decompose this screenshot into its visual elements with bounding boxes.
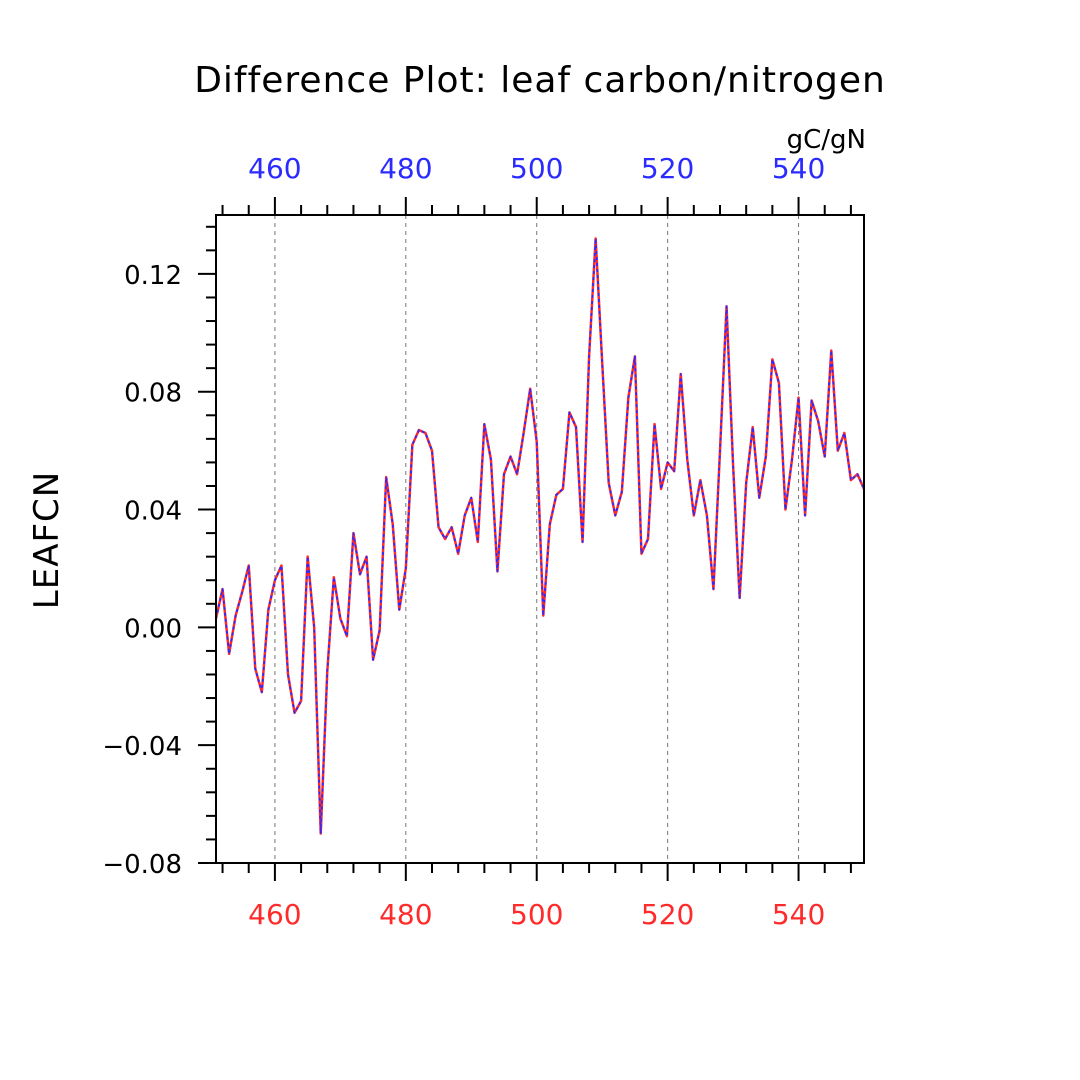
x-top-tick-label-460: 460 <box>248 152 301 185</box>
axis-ticks <box>198 197 852 881</box>
y-tick-label: 0.12 <box>124 261 182 291</box>
grid-lines <box>274 215 800 863</box>
x-bottom-tick-label-540: 540 <box>772 898 825 931</box>
x-top-tick-label-480: 480 <box>379 152 432 185</box>
y-tick-label: 0.00 <box>124 614 182 644</box>
units-label: gC/gN <box>787 125 866 155</box>
x-top-tick-label-540: 540 <box>772 152 825 185</box>
y-tick-label: 0.08 <box>124 379 182 409</box>
x-bottom-tick-label-520: 520 <box>641 898 694 931</box>
plot-frame <box>215 214 865 864</box>
series-line-case-1 <box>214 237 866 835</box>
y-tick-label: 0.04 <box>124 497 182 527</box>
x-top-tick-label-500: 500 <box>510 152 563 185</box>
x-top-tick-label-520: 520 <box>641 152 694 185</box>
chart-title: Difference Plot: leaf carbon/nitrogen <box>194 60 886 101</box>
tick-labels: 460 460 480 480 500 500 520 520 540 540 −0.08 −0.04… <box>102 152 825 931</box>
y-tick-label: −0.04 <box>102 732 182 762</box>
y-tick-label: −0.08 <box>102 850 182 880</box>
x-bottom-tick-label-460: 460 <box>248 898 301 931</box>
y-axis-label: LEAFCN <box>27 471 67 609</box>
x-bottom-tick-label-500: 500 <box>510 898 563 931</box>
series-line-case-2 <box>215 237 865 835</box>
data-series <box>214 237 866 835</box>
x-bottom-tick-label-480: 480 <box>379 898 432 931</box>
